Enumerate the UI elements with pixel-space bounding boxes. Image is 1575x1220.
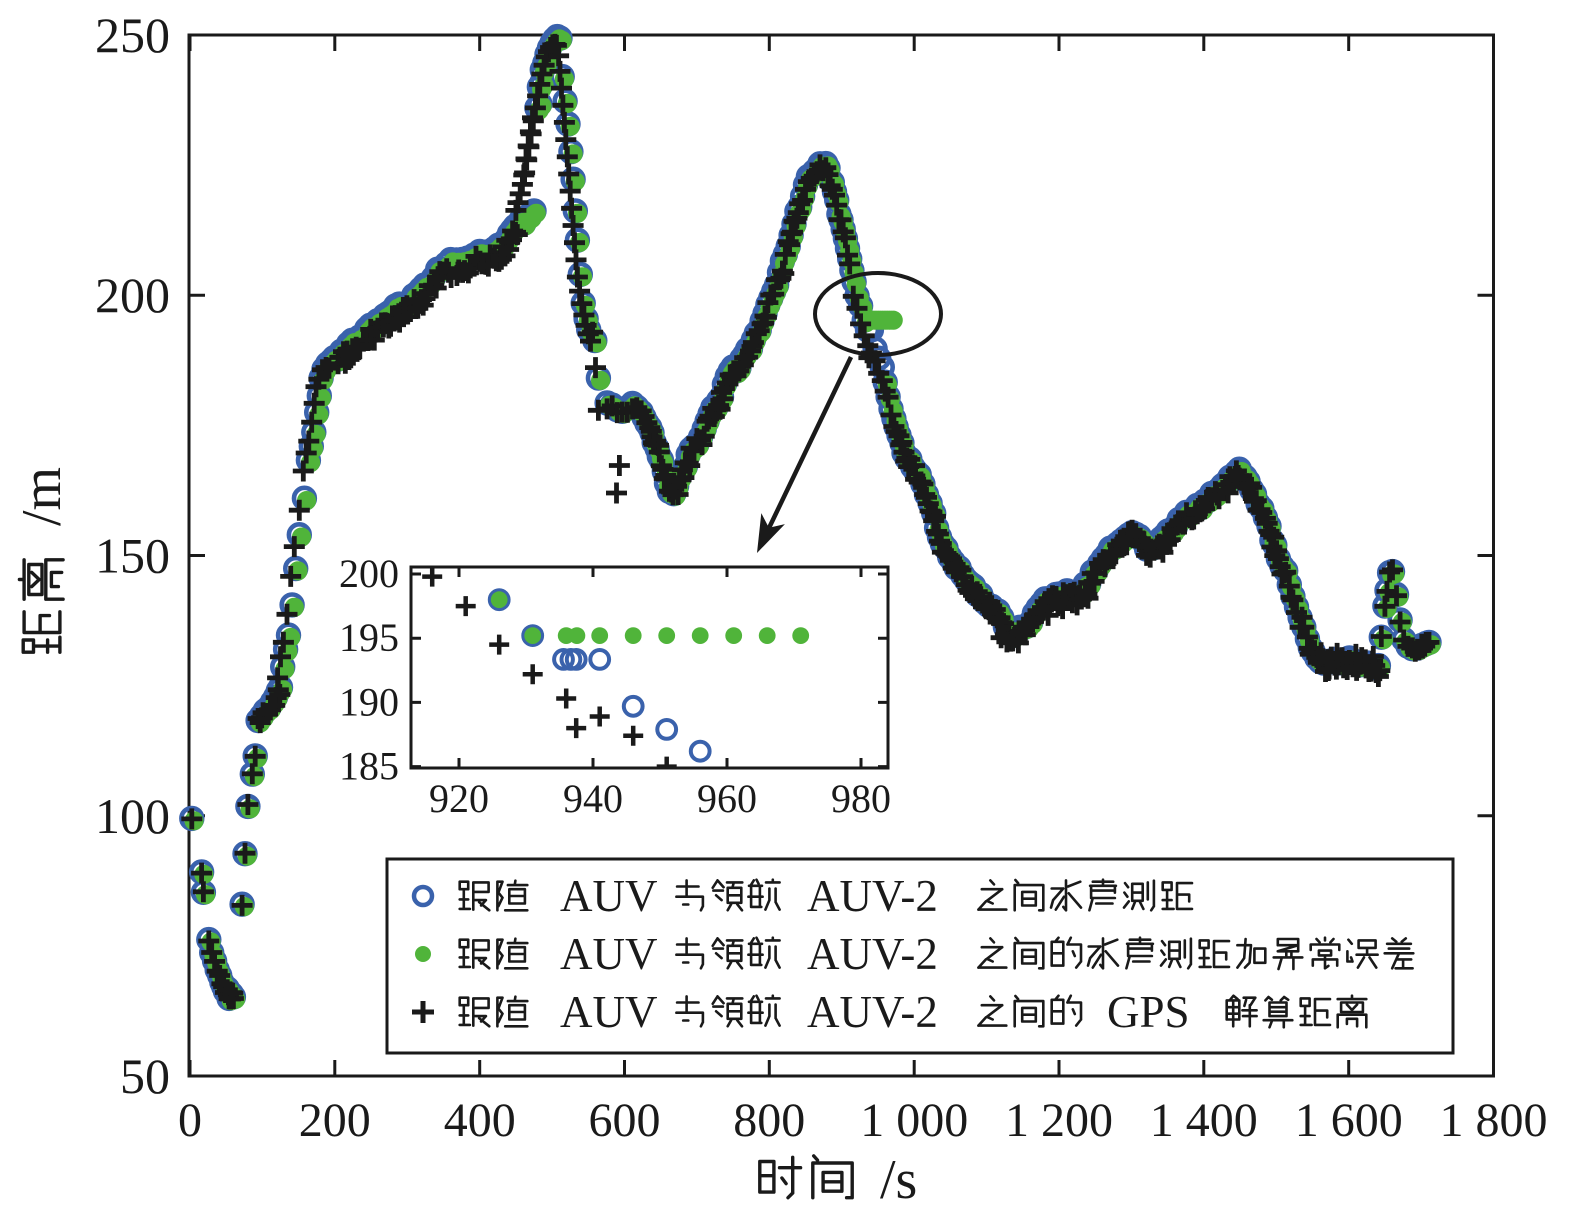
svg-text:1 200: 1 200 — [1005, 1094, 1113, 1147]
svg-text:200: 200 — [299, 1094, 371, 1147]
svg-text:1 400: 1 400 — [1150, 1094, 1258, 1147]
svg-text:150: 150 — [95, 528, 170, 584]
svg-text:AUV-2: AUV-2 — [807, 871, 938, 921]
svg-text:920: 920 — [429, 776, 489, 821]
svg-text:195: 195 — [339, 615, 399, 660]
svg-text:AUV-2: AUV-2 — [807, 987, 938, 1037]
svg-text:/m: /m — [11, 467, 73, 526]
svg-text:1 000: 1 000 — [860, 1094, 968, 1147]
svg-text:400: 400 — [444, 1094, 516, 1147]
svg-text:940: 940 — [563, 776, 623, 821]
svg-text:200: 200 — [339, 551, 399, 596]
svg-text:185: 185 — [339, 744, 399, 789]
svg-text:100: 100 — [95, 788, 170, 844]
svg-text:200: 200 — [95, 267, 170, 323]
svg-text:250: 250 — [95, 7, 170, 63]
svg-text:1 600: 1 600 — [1295, 1094, 1403, 1147]
svg-text:/s: /s — [880, 1149, 917, 1211]
svg-text:190: 190 — [339, 679, 399, 724]
svg-text:980: 980 — [831, 776, 891, 821]
svg-text:GPS: GPS — [1107, 987, 1190, 1037]
svg-text:AUV-2: AUV-2 — [807, 929, 938, 979]
svg-text:0: 0 — [178, 1094, 202, 1147]
svg-text:AUV: AUV — [560, 871, 658, 921]
svg-text:AUV: AUV — [560, 987, 658, 1037]
svg-text:800: 800 — [733, 1094, 805, 1147]
svg-text:600: 600 — [589, 1094, 661, 1147]
svg-text:960: 960 — [697, 776, 757, 821]
svg-text:1 800: 1 800 — [1440, 1094, 1548, 1147]
svg-text:AUV: AUV — [560, 929, 658, 979]
svg-text:50: 50 — [120, 1048, 170, 1104]
